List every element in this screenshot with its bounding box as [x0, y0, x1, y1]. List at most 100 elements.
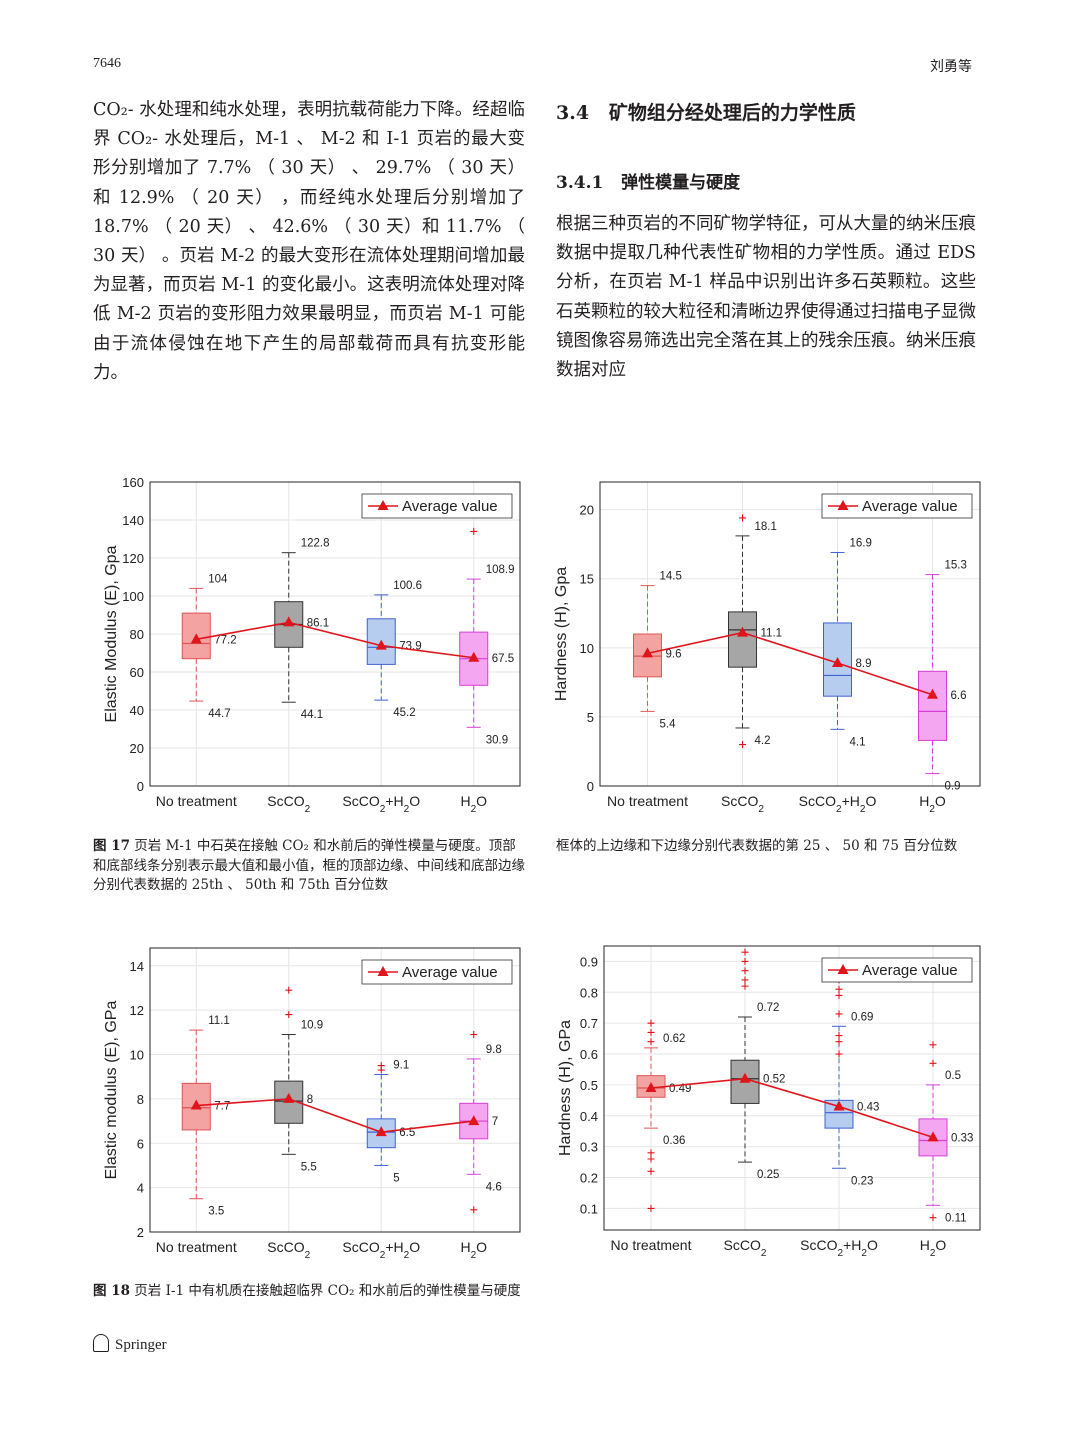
- legend-marker: [837, 964, 849, 974]
- min-value-label: 3.5: [208, 1206, 224, 1218]
- right-body-paragraph: 根据三种页岩的不同矿物学特征，可从大量的纳米压痕数据中提取几种代表性矿物相的力学…: [556, 214, 976, 381]
- y-tick-label: 0.1: [580, 1201, 598, 1216]
- x-tick-label: ScCO2+H2O: [342, 1239, 420, 1261]
- legend-label: Average value: [862, 498, 958, 515]
- min-value-label: 0.23: [851, 1175, 873, 1187]
- fig18-caption-text: 页岩 I-1 中有机质在接触超临界 CO₂ 和水前后的弹性模量与硬度: [134, 1283, 521, 1299]
- fig18-label: 图 18: [93, 1283, 130, 1299]
- y-tick-label: 2: [137, 1225, 144, 1240]
- min-value-label: 0.11: [945, 1212, 967, 1224]
- mean-value-label: 8: [307, 1094, 313, 1106]
- x-tick-label: H2O: [919, 793, 946, 815]
- y-tick-label: 80: [130, 627, 144, 642]
- x-tick-label: No treatment: [611, 1237, 692, 1253]
- outlier-marker: [739, 741, 746, 749]
- box: [633, 633, 662, 678]
- section-title: 3.4 矿物组分经处理后的力学性质: [556, 102, 856, 124]
- mean-value-label: 7.7: [214, 1101, 230, 1113]
- subsection-title: 3.4.1 弹性模量与硬度: [556, 173, 741, 193]
- fig17-caption: 图 17 页岩 M-1 中石英在接触 CO₂ 和水前后的弹性模量与硬度。顶部和底…: [93, 837, 525, 896]
- mean-value-label: 7: [492, 1116, 498, 1128]
- fig17-caption-right: 框体的上边缘和下边缘分别代表数据的第 25 、 50 和 75 百分位数: [556, 838, 958, 854]
- average-line: [196, 621, 474, 659]
- average-marker: [468, 1115, 480, 1126]
- plot-frame: [603, 945, 981, 1231]
- x-tick-label: H2O: [920, 1237, 947, 1259]
- plot-area: [600, 482, 980, 786]
- min-value-label: 0.25: [757, 1169, 779, 1181]
- outlier-marker: [647, 1149, 655, 1157]
- average-marker: [645, 1082, 657, 1092]
- min-value-label: 5: [393, 1172, 399, 1184]
- mean-value-label: 6.6: [951, 690, 967, 702]
- max-value-label: 10.9: [301, 1020, 323, 1032]
- y-tick-label: 4: [137, 1181, 144, 1196]
- y-tick-label: 20: [130, 741, 144, 756]
- x-tick-label: ScCO2: [267, 1239, 310, 1261]
- max-value-label: 16.9: [850, 537, 872, 549]
- min-value-label: 4.2: [755, 735, 771, 747]
- max-value-label: 0.72: [757, 1002, 779, 1014]
- y-tick-label: 14: [130, 959, 144, 974]
- max-value-label: 0.62: [663, 1033, 685, 1045]
- y-tick-label: 60: [130, 665, 144, 680]
- average-marker: [375, 639, 387, 650]
- y-tick-label: 0.6: [580, 1047, 598, 1062]
- y-tick-label: 0.4: [580, 1109, 598, 1124]
- average-marker: [737, 626, 748, 637]
- y-tick-label: 100: [122, 589, 144, 604]
- mean-value-label: 9.6: [666, 648, 682, 660]
- x-tick-label: H2O: [460, 1239, 487, 1261]
- min-value-label: 4.6: [486, 1181, 502, 1193]
- outlier-marker: [835, 1010, 843, 1018]
- running-header-authors: 刘勇等: [930, 60, 972, 75]
- x-tick-label: ScCO2: [724, 1237, 767, 1259]
- average-marker: [642, 647, 653, 658]
- y-tick-label: 0.3: [580, 1140, 598, 1155]
- mean-value-label: 86.1: [307, 617, 329, 629]
- y-tick-label: 0.7: [580, 1016, 598, 1031]
- outlier-marker: [647, 1028, 655, 1036]
- springer-logo: Springer: [93, 1334, 167, 1354]
- left-body-paragraph: CO₂- 水处理和纯水处理，表明抗载荷能力下降。经超临界 CO₂- 水处理后，M…: [93, 100, 525, 383]
- y-tick-label: 15: [580, 572, 594, 587]
- outlier-marker: [835, 991, 843, 999]
- plot-frame: [149, 947, 521, 1233]
- outlier-marker: [835, 985, 843, 993]
- plot-area: [604, 946, 980, 1230]
- outlier-marker: [647, 1155, 655, 1163]
- fig18-elastic-modulus-chart: 2 4 6 8 10 12 14 No treatment ScCO2 ScCO2+H2O H2O E…: [103, 947, 521, 1261]
- outlier-marker: [929, 1041, 937, 1049]
- y-tick-label: 0.9: [580, 954, 598, 969]
- y-axis-label: Elastic Modulus (E), Gpa: [103, 545, 120, 722]
- mean-value-label: 11.1: [761, 628, 783, 640]
- max-value-label: 14.5: [660, 571, 682, 583]
- legend-label: Average value: [862, 962, 958, 979]
- min-value-label: 5.4: [660, 718, 677, 730]
- y-axis-label: Hardness (H), Gpa: [553, 567, 570, 701]
- outlier-marker: [929, 1214, 937, 1222]
- mean-value-label: 8.9: [856, 658, 872, 670]
- plot-area: [150, 948, 520, 1232]
- legend-marker: [377, 500, 389, 510]
- max-value-label: 0.69: [851, 1011, 873, 1023]
- outlier-marker: [647, 1167, 655, 1175]
- outlier-marker: [929, 1059, 937, 1067]
- outlier-marker: [835, 1050, 843, 1058]
- y-axis-label: Hardness (H), GPa: [557, 1020, 574, 1156]
- outlier-marker: [741, 967, 749, 975]
- legend-marker: [837, 500, 849, 510]
- mean-value-label: 77.2: [214, 634, 236, 646]
- fig17-elastic-modulus-chart: 0 20 40 60 80 100 120 140 160 No treatment ScCO2 Sc…: [103, 475, 521, 815]
- outlier-marker: [377, 1062, 385, 1070]
- average-line: [647, 631, 933, 696]
- y-tick-label: 0: [137, 779, 144, 794]
- mean-value-label: 67.5: [492, 653, 514, 665]
- average-marker: [833, 1100, 845, 1111]
- min-value-label: 4.1: [850, 736, 866, 748]
- x-tick-label: No treatment: [156, 793, 237, 809]
- x-tick-label: ScCO2+H2O: [342, 793, 420, 815]
- y-tick-label: 0.2: [580, 1171, 598, 1186]
- y-tick-label: 140: [122, 513, 144, 528]
- legend-label: Average value: [402, 498, 498, 515]
